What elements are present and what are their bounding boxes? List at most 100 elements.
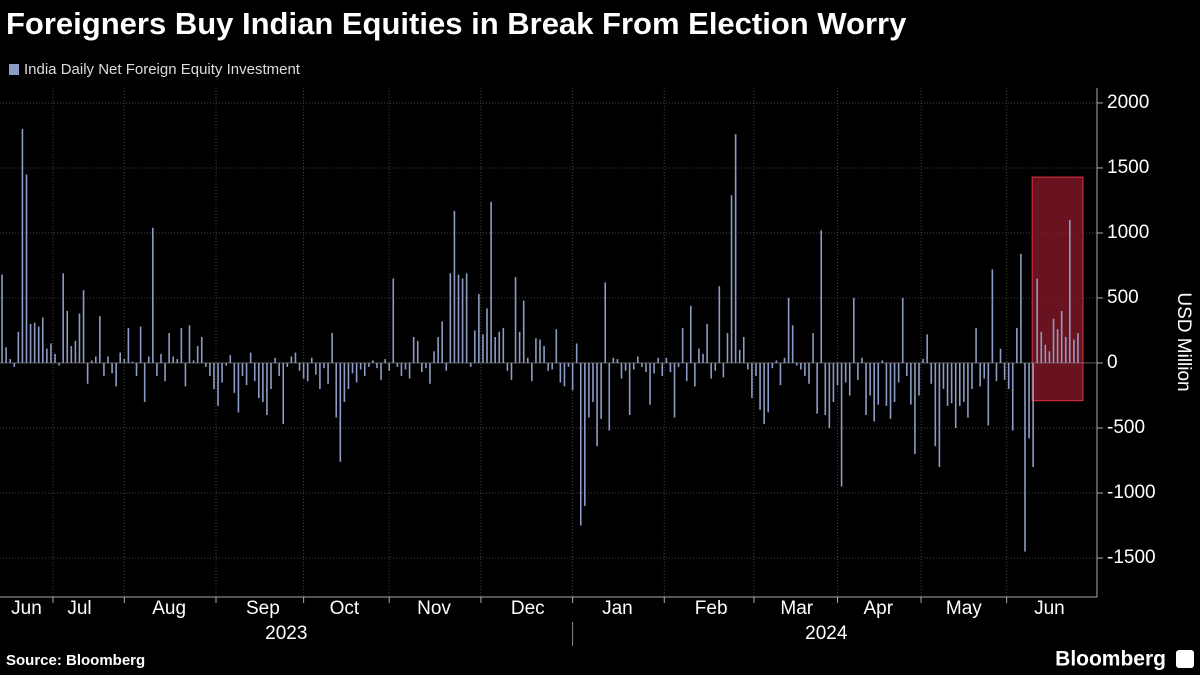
bar	[449, 273, 452, 363]
bar	[1020, 253, 1022, 363]
bar	[987, 362, 990, 426]
bar	[730, 195, 733, 363]
bar	[351, 362, 354, 374]
bar	[539, 339, 541, 363]
bar	[592, 362, 594, 402]
bar	[429, 362, 431, 384]
bar	[584, 362, 586, 506]
bar	[473, 330, 476, 363]
bar	[910, 362, 912, 405]
bar	[437, 336, 439, 363]
bar	[33, 322, 36, 363]
bar	[400, 362, 403, 376]
bar	[742, 336, 745, 363]
bar	[575, 343, 578, 363]
bar	[41, 317, 44, 363]
bar	[482, 334, 484, 363]
bar	[954, 362, 957, 428]
bar	[669, 362, 672, 373]
bar	[139, 326, 142, 363]
bar	[486, 308, 488, 363]
bar	[991, 269, 994, 363]
x-tick-label: Nov	[417, 598, 451, 619]
bar	[889, 362, 892, 419]
bar	[253, 362, 256, 382]
bar	[343, 362, 346, 402]
bar	[441, 321, 443, 363]
bar	[869, 362, 871, 396]
bar	[840, 362, 843, 487]
bar	[70, 346, 73, 363]
bar	[25, 174, 28, 363]
bar	[641, 362, 643, 367]
bar	[624, 362, 627, 371]
bar	[1056, 329, 1059, 363]
bar	[131, 361, 134, 363]
bar	[192, 360, 195, 363]
bar	[90, 360, 93, 363]
bar	[763, 362, 765, 425]
bar	[922, 359, 924, 363]
bar	[99, 316, 101, 363]
bar	[934, 362, 937, 447]
brand-icon	[1176, 650, 1194, 668]
bar	[9, 359, 11, 363]
bar	[237, 362, 240, 413]
bar	[465, 273, 468, 363]
bar	[494, 336, 496, 363]
bar	[241, 362, 244, 376]
bar	[50, 343, 52, 363]
bar	[637, 356, 639, 363]
chart-title: Foreigners Buy Indian Equities in Break …	[6, 6, 907, 41]
bar	[857, 362, 859, 380]
bar	[392, 278, 395, 363]
bar	[824, 362, 827, 415]
bar	[425, 362, 427, 369]
bar	[176, 359, 179, 363]
bar	[681, 327, 684, 363]
x-tick-label: Feb	[695, 598, 728, 619]
x-tick-label: May	[946, 598, 982, 619]
y-tick-label: -1000	[1107, 482, 1156, 503]
bar	[853, 297, 855, 363]
bar	[653, 362, 655, 374]
bar	[331, 333, 333, 363]
bar	[225, 362, 227, 366]
bar	[270, 362, 272, 389]
bar	[942, 362, 945, 389]
x-tick-label: Aug	[152, 598, 186, 619]
bar	[702, 353, 704, 363]
bar	[221, 362, 223, 383]
bar	[1077, 333, 1079, 363]
bar	[983, 362, 986, 379]
bar	[665, 357, 668, 363]
y-tick-label: 1500	[1107, 157, 1149, 178]
bar	[861, 357, 863, 363]
bar	[184, 362, 187, 387]
x-tick-label: Mar	[780, 598, 813, 619]
bar	[433, 351, 435, 363]
x-group-label: 2024	[805, 623, 848, 644]
bar	[563, 362, 566, 387]
x-tick-label: Oct	[330, 598, 360, 619]
bar	[274, 357, 276, 363]
bar	[559, 362, 562, 383]
bar	[478, 294, 480, 363]
bar	[800, 362, 802, 370]
bar	[82, 290, 85, 363]
bar	[950, 362, 953, 404]
bar	[677, 362, 680, 367]
bar	[718, 286, 721, 363]
bar	[257, 362, 260, 399]
bar	[579, 362, 582, 526]
bar	[808, 362, 810, 384]
bar	[74, 340, 77, 363]
x-tick-label: Jun	[11, 598, 42, 619]
highlight-box	[1031, 176, 1084, 402]
bar	[795, 362, 798, 366]
x-tick-label: Sep	[246, 598, 280, 619]
bar	[200, 336, 203, 363]
bar	[836, 362, 839, 386]
bar	[657, 357, 659, 363]
bar	[107, 356, 109, 363]
